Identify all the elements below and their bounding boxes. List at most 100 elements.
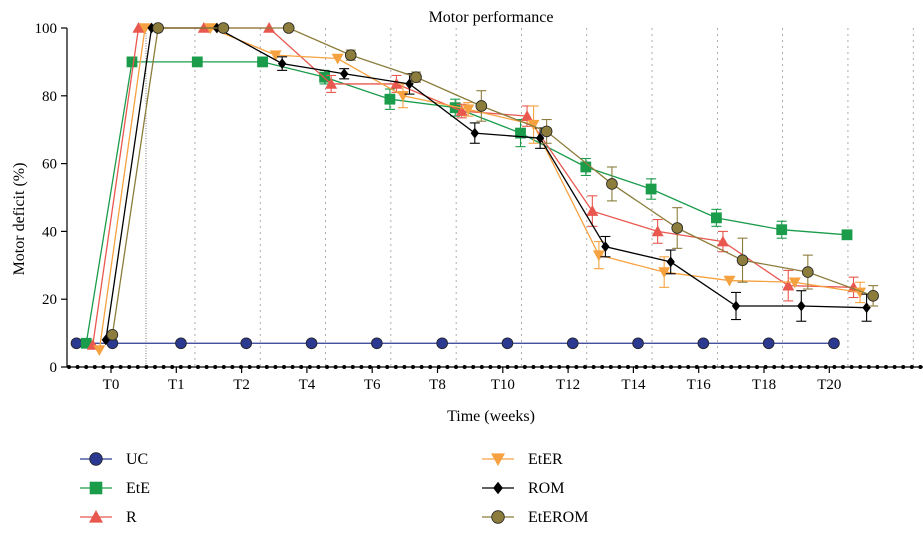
x-axis-baseline-dot — [307, 365, 312, 369]
series-r — [86, 22, 860, 350]
x-axis-baseline-dot — [849, 365, 854, 369]
x-axis-baseline-dot — [213, 365, 218, 369]
x-axis-baseline-dot — [454, 365, 458, 369]
legend-label-r: R — [126, 509, 137, 526]
x-axis-baseline-dot — [393, 365, 398, 369]
x-axis-baseline-dot — [772, 365, 777, 369]
x-axis-baseline-dot — [135, 365, 140, 369]
x-axis-baseline-dot — [755, 365, 759, 369]
series-line-eter — [98, 27, 861, 351]
x-axis-baseline-dot — [101, 365, 106, 369]
data-point-r — [651, 225, 664, 237]
x-axis-baseline-dot — [325, 365, 329, 369]
legend-item-ete: EtE — [80, 480, 150, 497]
legend-marker-rom — [493, 481, 503, 495]
data-point-eterom — [540, 125, 553, 138]
x-axis-baseline-dot — [350, 365, 355, 369]
data-point-rom — [405, 78, 414, 90]
x-axis-baseline-dot — [419, 365, 424, 369]
y-tick-label: 100 — [35, 21, 58, 37]
x-axis-baseline-dot — [884, 365, 888, 369]
x-axis-baseline-dot — [737, 365, 742, 369]
x-axis-baseline-dot — [729, 365, 734, 369]
data-point-uc — [240, 337, 253, 350]
x-axis-baseline-dot — [144, 365, 149, 369]
x-axis-baseline-dot — [634, 365, 639, 369]
legend-label-rom: ROM — [528, 480, 564, 497]
x-axis-baseline-dot — [823, 365, 828, 369]
x-axis-baseline-dot — [471, 365, 476, 369]
x-axis-baseline-dot — [548, 365, 553, 369]
axes: 0 20 40 60 80 100 T0 T1 T2 T4 T6 T8 T10 T12 T14 T16 T18 T… — [35, 21, 923, 393]
x-axis-baseline-dot — [221, 365, 226, 369]
data-point-eterom — [867, 290, 879, 302]
x-axis-baseline-dot — [875, 365, 880, 369]
data-point-r — [716, 235, 729, 247]
x-axis-baseline-dot — [540, 365, 544, 369]
x-tick-label: T0 — [103, 377, 120, 393]
data-point-uc — [175, 337, 187, 350]
x-axis-baseline-dot — [247, 365, 252, 369]
x-axis-baseline-dot — [462, 365, 467, 369]
x-axis-baseline-dot — [780, 365, 785, 369]
data-point-ete — [515, 127, 526, 139]
legend-marker-uc — [89, 452, 103, 466]
x-axis-baseline-dot — [92, 365, 97, 369]
data-point-uc — [305, 337, 318, 350]
data-point-uc — [566, 337, 579, 350]
x-axis-baseline-dot — [806, 365, 811, 369]
data-point-eterom — [671, 222, 684, 234]
y-tick-label: 40 — [42, 224, 57, 240]
data-point-eter — [788, 277, 801, 289]
x-axis-baseline-dot — [385, 365, 390, 369]
x-axis-baseline-dot — [290, 365, 295, 369]
x-axis-baseline-dot — [531, 365, 536, 369]
legend-marker-r — [89, 510, 103, 523]
series-rom — [101, 22, 872, 346]
legend-marker-ete — [89, 481, 103, 495]
x-axis-baseline-dot — [669, 365, 673, 369]
legend-label-uc: UC — [126, 451, 148, 468]
x-axis-baseline-dot — [892, 365, 897, 369]
x-axis-baseline-dot — [342, 365, 347, 369]
data-point-uc — [697, 337, 710, 350]
data-point-rom — [797, 300, 806, 312]
data-point-eterom — [106, 328, 119, 341]
x-axis-baseline-dot — [316, 365, 321, 369]
x-tick-label: T18 — [752, 377, 776, 393]
series-line-eterom — [111, 27, 874, 335]
legend-item-eter: EtER — [482, 451, 563, 468]
data-point-rom — [470, 127, 479, 139]
x-tick-label: T4 — [299, 377, 316, 393]
x-axis-baseline-dot — [411, 365, 415, 369]
data-point-ete — [645, 183, 657, 195]
data-point-uc — [632, 337, 644, 350]
x-axis-baseline-dot — [402, 365, 407, 369]
data-point-eter — [592, 250, 605, 262]
data-point-r — [325, 77, 338, 89]
data-point-rom — [340, 68, 349, 80]
data-point-ete — [580, 161, 592, 173]
chart-title: Motor performance — [429, 9, 554, 26]
data-point-eter — [462, 104, 475, 116]
x-tick-label: T16 — [687, 377, 712, 393]
x-axis-baseline-dot — [712, 365, 716, 369]
x-axis-baseline-dot — [918, 365, 923, 369]
x-axis-baseline-dot — [832, 365, 837, 369]
x-axis-baseline-dot — [522, 365, 527, 369]
x-tick-label: T14 — [621, 377, 646, 393]
data-point-eter — [139, 23, 152, 34]
x-tick-label: T1 — [168, 377, 185, 393]
x-axis-baseline-dot — [617, 365, 622, 369]
x-axis-baseline-dot — [841, 365, 845, 369]
x-axis-baseline-dot — [815, 365, 820, 369]
data-point-eter — [331, 53, 344, 65]
data-point-eterom — [152, 22, 164, 34]
data-point-eterom — [606, 178, 618, 190]
data-point-eterom — [736, 254, 749, 267]
data-point-r — [390, 77, 403, 89]
x-axis-baseline-dot — [333, 365, 338, 369]
data-point-ete — [257, 56, 268, 68]
x-axis-baseline-dot — [67, 365, 71, 369]
x-axis-baseline-dot — [204, 365, 209, 369]
